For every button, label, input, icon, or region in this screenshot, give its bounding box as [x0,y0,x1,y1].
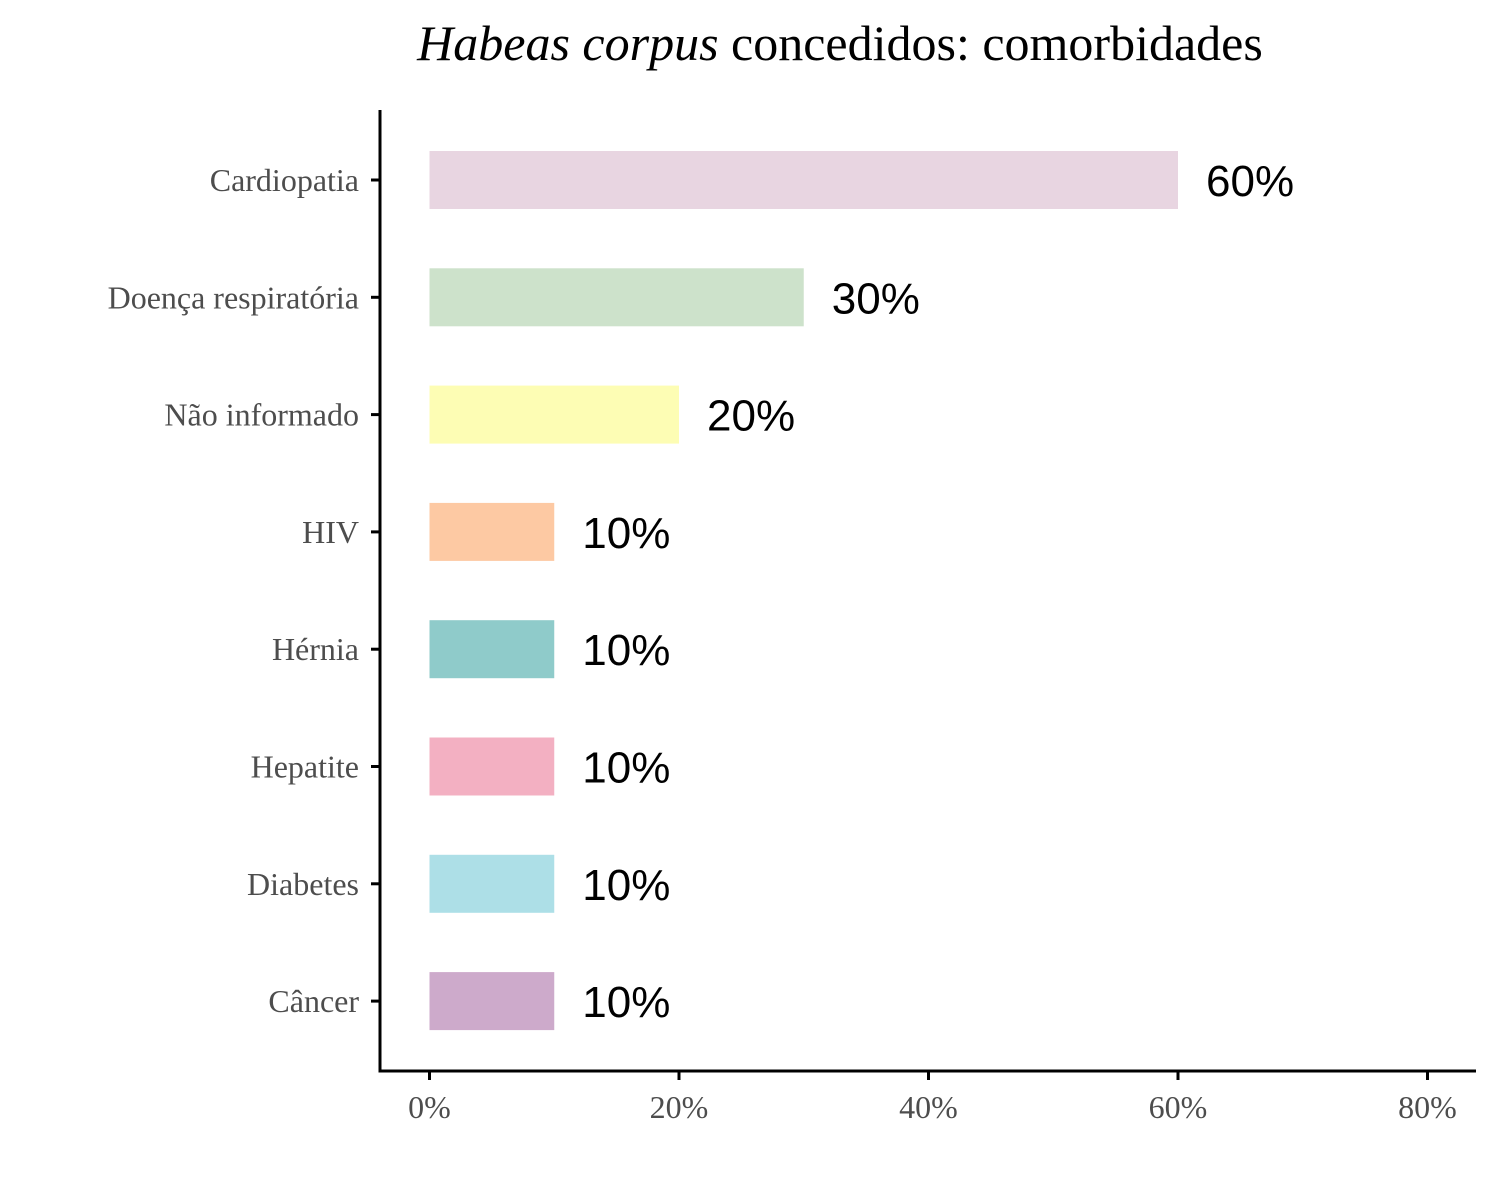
axes: 0% 20% 40% 60% 80% Cardiopatia Doença respirat… [108,110,1476,1125]
data-label: 10% [582,509,670,558]
bar [429,502,555,561]
category-label: Hepatite [251,749,359,785]
bar [429,151,1178,209]
category-label: Hérnia [272,631,359,667]
chart-title: Habeas corpus concedidos: comorbidades [380,14,1300,72]
data-label: 20% [707,392,795,441]
bar [429,268,804,327]
x-tick-label: 60% [1149,1089,1208,1125]
data-label: 60% [1206,157,1294,206]
x-tick-label: 40% [899,1089,958,1125]
x-tick-label: 20% [650,1089,709,1125]
chart-title-italic: Habeas corpus [417,15,719,71]
category-label: Câncer [268,983,359,1019]
chart-title-rest: concedidos: comorbidades [718,15,1263,71]
bar [429,385,679,444]
bar [429,620,555,679]
category-label: HIV [302,514,359,550]
category-label: Diabetes [247,866,359,902]
data-label: 10% [582,626,670,675]
x-tick-label: 0% [408,1089,451,1125]
data-label: 10% [582,744,670,793]
data-label: 10% [582,978,670,1027]
x-tick-label: 80% [1398,1089,1457,1125]
data-label: 10% [582,861,670,910]
data-label: 30% [832,274,920,323]
bar [429,854,555,913]
bar [429,737,555,796]
bars: 60% 30% 20% 10% 10% 10% 10% 10% [429,151,1294,1031]
category-label: Não informado [164,397,359,433]
category-label: Doença respiratória [108,279,359,315]
category-label: Cardiopatia [210,162,359,198]
bar [429,972,555,1031]
